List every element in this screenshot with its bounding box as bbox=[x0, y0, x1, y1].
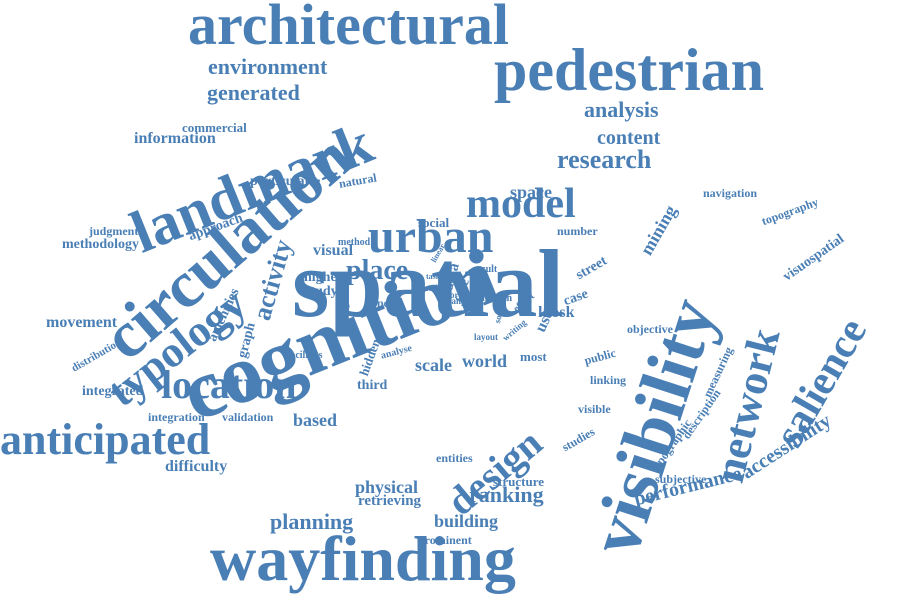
word-higher: higher bbox=[304, 270, 343, 285]
word-model: model bbox=[466, 181, 576, 227]
word-physical: physical bbox=[355, 477, 419, 497]
word-visuospatial: visuospatial bbox=[780, 231, 848, 285]
word-movement: movement bbox=[46, 314, 118, 331]
word-visible: visible bbox=[578, 402, 611, 416]
word-information: information bbox=[134, 130, 216, 147]
word-tasks: tasks bbox=[426, 272, 444, 281]
word-objective: objective bbox=[627, 322, 673, 336]
word-environment: environment bbox=[208, 54, 328, 79]
word-based: based bbox=[293, 410, 338, 430]
word-integration: integration bbox=[148, 410, 205, 424]
word-mining: mining bbox=[636, 201, 681, 259]
word-topography: topography bbox=[759, 194, 821, 229]
word-architectural: architectural bbox=[188, 0, 510, 57]
word-pedestrian: pedestrian bbox=[494, 37, 764, 103]
word-many: many bbox=[444, 296, 466, 306]
word-social: social bbox=[418, 215, 450, 230]
word-street: street bbox=[573, 253, 610, 284]
word-prominent: prominent bbox=[418, 533, 472, 547]
word-public: public bbox=[582, 345, 618, 368]
word-paper: paper bbox=[470, 286, 493, 296]
word-visual: visual bbox=[313, 242, 354, 259]
word-navigation: navigation bbox=[703, 186, 758, 200]
word-place: place bbox=[346, 255, 409, 286]
word-difficulty: difficulty bbox=[165, 458, 228, 475]
word-studies: studies bbox=[559, 424, 598, 455]
word-third: third bbox=[357, 378, 388, 393]
word-retrieving: retrieving bbox=[358, 493, 422, 509]
word-kiosk: kiosk bbox=[538, 304, 575, 321]
word-spatial: spatial bbox=[292, 230, 565, 337]
word-particular: particular bbox=[250, 174, 311, 189]
word-methodology: methodology bbox=[62, 237, 139, 252]
word-mode: mode bbox=[421, 283, 442, 293]
word-facilities: facilities bbox=[287, 350, 323, 361]
word-location: location bbox=[161, 362, 297, 407]
word-analysis: analysis bbox=[584, 97, 659, 122]
word-subjective: subjective bbox=[655, 472, 707, 486]
word-integrated: integrated bbox=[82, 384, 144, 399]
word-validation: validation bbox=[222, 410, 274, 424]
word-scale: scale bbox=[415, 355, 452, 375]
word-commercial: commercial bbox=[182, 120, 247, 135]
word-anticipated: anticipated bbox=[0, 415, 211, 464]
word-building: building bbox=[434, 511, 499, 531]
word-type: type bbox=[367, 296, 389, 310]
word-form: form bbox=[447, 290, 466, 300]
word-linking: linking bbox=[590, 373, 627, 387]
word-study: study bbox=[305, 284, 338, 299]
word-case: case bbox=[561, 286, 591, 310]
word-judgment: judgment bbox=[89, 224, 139, 238]
word-ranking: ranking bbox=[469, 482, 544, 507]
word-most: most bbox=[520, 349, 547, 364]
word-generated: generated bbox=[207, 80, 300, 105]
word-planning: planning bbox=[270, 509, 354, 534]
word-structure: structure bbox=[493, 474, 545, 489]
word-entities: entities bbox=[436, 451, 473, 465]
word-urban: urban bbox=[368, 210, 494, 263]
word-layout: layout bbox=[474, 332, 499, 342]
word-method: method bbox=[338, 237, 371, 248]
word-design: design bbox=[438, 419, 551, 525]
word-wayfinding: wayfinding bbox=[210, 523, 516, 594]
word-result: result bbox=[473, 264, 498, 275]
word-world: world bbox=[462, 351, 507, 371]
word-space: space bbox=[510, 182, 552, 202]
word-content: content bbox=[597, 127, 661, 149]
word-research: research bbox=[557, 145, 652, 174]
word-number: number bbox=[557, 224, 598, 238]
word-human: human bbox=[482, 293, 513, 304]
